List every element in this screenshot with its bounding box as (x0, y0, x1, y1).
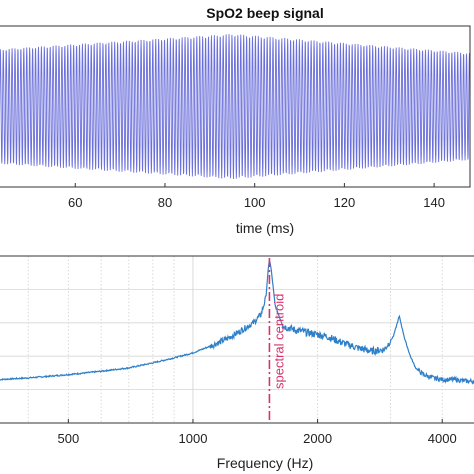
bottom-x-tick-label: 4000 (428, 431, 457, 446)
bottom-x-tick-label: 1000 (179, 431, 208, 446)
top-x-axis-label: time (ms) (236, 220, 294, 236)
bottom-x-tick-label: 500 (57, 431, 79, 446)
top-signal-series (0, 34, 471, 179)
top-x-tick-label: 120 (334, 195, 356, 210)
top-x-tick-label: 100 (244, 195, 266, 210)
bottom-panel: spectral centroid 500 1000 2000 4000 Freque… (0, 255, 474, 471)
bottom-axes-frame (0, 255, 474, 424)
bottom-spectrum-series (0, 259, 474, 385)
top-x-ticks: 60 80 100 120 140 (68, 183, 445, 210)
top-x-tick-label: 80 (158, 195, 172, 210)
bottom-spectrum-line (0, 259, 474, 385)
top-chart-title: SpO2 beep signal (206, 5, 323, 21)
top-panel: SpO2 beep signal 60 80 100 120 140 time (ms) (0, 5, 471, 236)
top-axes-frame (0, 25, 471, 188)
bottom-x-axis-label: Frequency (Hz) (217, 455, 313, 471)
top-x-tick-label: 140 (423, 195, 445, 210)
top-x-tick-label: 60 (68, 195, 82, 210)
bottom-grid (0, 256, 474, 423)
bottom-x-ticks: 500 1000 2000 4000 (57, 419, 457, 446)
spectral-centroid-label: spectral centroid (271, 294, 286, 389)
top-waveform-line (0, 34, 471, 179)
bottom-x-tick-label: 2000 (303, 431, 332, 446)
bottom-annotations: spectral centroid (268, 258, 286, 423)
